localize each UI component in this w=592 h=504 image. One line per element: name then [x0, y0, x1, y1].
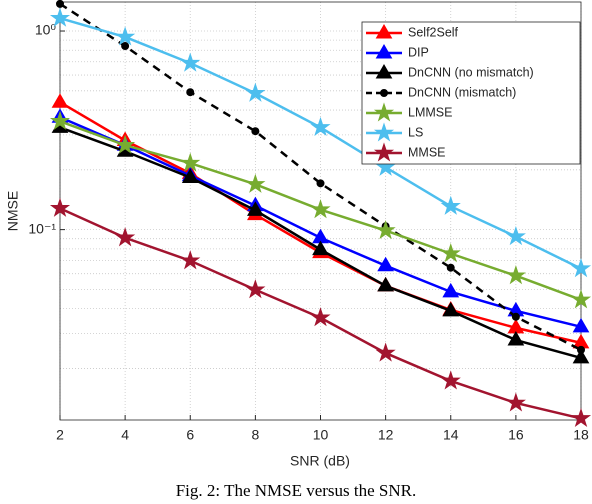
data-point: [245, 279, 266, 299]
data-point: [375, 219, 396, 240]
data-point: [442, 282, 460, 298]
data-point: [572, 317, 590, 333]
caption: Fig. 2: The NMSE versus the SNR.: [176, 481, 417, 500]
data-point: [440, 370, 461, 390]
legend-label: DnCNN (no mismatch): [408, 65, 534, 79]
legend-marker: [375, 43, 393, 59]
data-point: [49, 197, 71, 217]
data-point: [245, 82, 266, 102]
data-point: [446, 263, 455, 272]
legend-label: DIP: [408, 45, 429, 59]
data-point: [180, 152, 201, 172]
x-tick-label: 10: [313, 427, 329, 443]
data-point: [51, 93, 69, 108]
data-point: [49, 110, 71, 130]
data-point: [507, 331, 525, 346]
x-tick-label: 2: [56, 427, 64, 443]
data-point: [505, 392, 526, 412]
x-tick-label: 16: [508, 427, 524, 443]
series-line: [59, 2, 582, 351]
legend-label: LS: [408, 125, 423, 139]
legend-marker: [373, 142, 395, 162]
data-point: [115, 26, 136, 46]
data-point: [316, 179, 325, 188]
data-point: [186, 88, 195, 97]
x-tick-label: 8: [251, 427, 259, 443]
legend-marker: [375, 23, 393, 39]
data-point: [570, 258, 592, 278]
data-point: [505, 226, 526, 246]
data-point: [570, 407, 592, 428]
data-point: [247, 201, 264, 216]
data-point: [572, 348, 590, 364]
data-point: [245, 173, 266, 193]
legend-label: MMSE: [408, 145, 446, 159]
legend-label: LMMSE: [408, 105, 452, 119]
data-point: [310, 199, 331, 219]
x-axis-label: SNR (dB): [290, 453, 350, 469]
data-point: [115, 227, 136, 247]
x-tick-label: 6: [186, 427, 194, 443]
y-tick-label: 10⁰: [35, 22, 57, 38]
y-tick-label: 10⁻¹: [28, 220, 56, 236]
data-point: [505, 265, 526, 285]
legend-marker: [380, 89, 388, 97]
data-point: [310, 116, 331, 136]
data-point: [375, 156, 396, 176]
y-axis-label: NMSE: [5, 191, 21, 231]
data-point: [251, 127, 260, 136]
data-point: [375, 342, 396, 362]
x-tick-label: 12: [378, 427, 394, 443]
data-point: [442, 301, 460, 317]
data-point: [180, 250, 201, 270]
legend-marker: [373, 122, 395, 142]
data-point: [312, 240, 329, 256]
data-point: [56, 0, 64, 8]
legend-label: Self2Self: [408, 25, 459, 39]
data-point: [377, 256, 394, 272]
legend-marker: [373, 102, 395, 122]
data-point: [377, 276, 394, 292]
data-point: [570, 289, 592, 309]
data-point: [310, 307, 331, 327]
data-point: [115, 134, 136, 154]
legend-label: DnCNN (mismatch): [408, 85, 516, 99]
data-point: [49, 7, 71, 27]
data-point: [511, 312, 520, 321]
x-tick-label: 4: [121, 427, 129, 443]
data-point: [121, 42, 130, 51]
data-point: [440, 243, 461, 263]
data-point: [181, 168, 199, 183]
x-tick-label: 18: [573, 427, 589, 443]
data-point: [577, 345, 585, 354]
data-point: [440, 195, 461, 215]
legend-marker: [375, 63, 393, 79]
x-tick-label: 14: [443, 427, 459, 443]
data-point: [180, 52, 201, 72]
